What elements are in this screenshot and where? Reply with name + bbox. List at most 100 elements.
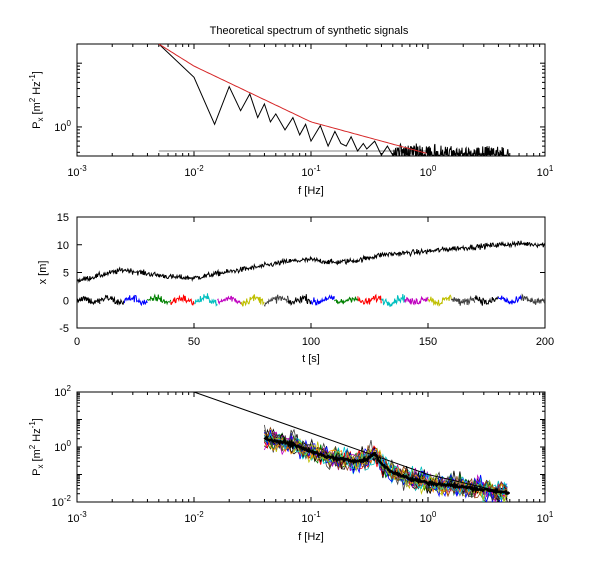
x-tick-label: 50 (188, 336, 200, 348)
y-tick-label-exp: -2 (64, 494, 72, 503)
y-tick-label: -5 (59, 323, 69, 335)
y-axis-label-part: -1 (28, 421, 37, 429)
y-axis-label-part: ] (31, 71, 43, 74)
segment-line (77, 295, 101, 306)
y-axis-label-part: -1 (28, 74, 37, 82)
y-tick-label: 0 (63, 295, 69, 307)
y-tick-label-base: 10 (54, 387, 66, 399)
x-axis-label: f [Hz] (298, 531, 324, 543)
y-tick-label-exp: 0 (67, 119, 72, 128)
segment-line (123, 294, 148, 307)
y-tick-label-exp: 2 (67, 384, 72, 393)
y-axis-label-part: P (31, 469, 43, 476)
x-tick-label-exp: -2 (197, 164, 205, 173)
segment-line (450, 295, 476, 306)
segment-line (263, 294, 289, 307)
x-tick-label-exp: 0 (432, 510, 437, 519)
x-tick-label: 101 (537, 164, 554, 179)
x-tick-label-exp: -1 (314, 510, 322, 519)
y-tick-label: 100 (54, 439, 71, 454)
signal-line (77, 240, 545, 284)
segment-line (404, 295, 429, 306)
segment-line (357, 293, 382, 306)
figure-title: Theoretical spectrum of synthetic signal… (210, 25, 409, 37)
y-axis-label-part: 2 (28, 444, 37, 449)
plot-frame (76, 43, 546, 157)
plot-area (77, 240, 545, 308)
x-tick-label: 10-1 (301, 164, 321, 179)
y-tick-label-exp: 0 (67, 439, 72, 448)
x-tick-label: 10-3 (67, 164, 87, 179)
y-axis-label: Px [m2 Hz-1] (28, 71, 45, 129)
plot-frame (76, 216, 546, 329)
y-tick-label-base: 10 (54, 442, 66, 454)
segment-line (427, 294, 452, 307)
y-axis-label-part: x (36, 118, 45, 122)
x-tick-label-exp: -3 (80, 510, 88, 519)
plot-area (193, 392, 511, 502)
x-tick-label-base: 10 (67, 167, 79, 179)
x-tick-label: 200 (536, 336, 554, 348)
x-tick-label-exp: 1 (549, 164, 554, 173)
y-axis-label: x [m] (37, 261, 49, 285)
x-tick-label-exp: 1 (549, 510, 554, 519)
y-tick-label: 10-2 (52, 494, 72, 509)
theoretical-spectrum-line (158, 44, 427, 154)
x-tick-label-exp: 0 (432, 164, 437, 173)
y-tick-label: 5 (63, 268, 69, 280)
y-axis-label-part: Hz (31, 81, 43, 98)
x-tick-label: 100 (420, 510, 437, 525)
x-tick-label-base: 10 (537, 167, 549, 179)
x-tick-label-base: 10 (537, 513, 549, 525)
segment-line (99, 294, 125, 306)
y-tick-label: 100 (54, 119, 71, 134)
segment-line (287, 294, 312, 306)
segment-line (497, 294, 523, 305)
y-axis-label-part: Hz (31, 428, 43, 445)
y-axis-label-part: 2 (28, 97, 37, 102)
x-tick-label: 150 (419, 336, 437, 348)
y-axis-label-part: ] (31, 418, 43, 421)
y-tick-label: 15 (57, 212, 69, 224)
average-spectrum-line (263, 434, 511, 495)
x-axis-label: t [s] (302, 353, 320, 365)
segment-line (521, 293, 545, 305)
periodogram-line (158, 44, 510, 156)
x-tick-label: 10-2 (184, 164, 204, 179)
x-tick-label: 0 (74, 336, 80, 348)
x-tick-label-base: 10 (301, 513, 313, 525)
segment-line (193, 293, 218, 307)
segment-line (474, 295, 499, 306)
y-axis-label-part: P (31, 122, 43, 129)
theoretical-spectrum-line (193, 392, 510, 495)
y-tick-label-base: 10 (52, 497, 64, 509)
x-tick-label: 101 (537, 510, 554, 525)
x-tick-label-base: 10 (67, 513, 79, 525)
y-axis-label-part: [m (31, 102, 43, 117)
x-tick-label-exp: -1 (314, 164, 322, 173)
segment-line (333, 296, 359, 305)
x-tick-label: 100 (420, 164, 437, 179)
y-axis-label-part: x (36, 465, 45, 469)
y-tick-label-base: 10 (54, 122, 66, 134)
segment-line (217, 295, 242, 306)
y-tick-label: 10 (57, 240, 69, 252)
plot-area (158, 44, 510, 156)
segment-line (170, 293, 195, 306)
x-tick-label-base: 10 (420, 167, 432, 179)
segment-line (240, 294, 265, 307)
x-tick-label-base: 10 (184, 513, 196, 525)
x-axis-label: f [Hz] (298, 185, 324, 197)
x-tick-label-base: 10 (184, 167, 196, 179)
x-tick-label: 10-1 (301, 510, 321, 525)
x-tick-label: 10-2 (184, 510, 204, 525)
segment-line (146, 293, 172, 306)
x-tick-label-base: 10 (420, 513, 432, 525)
x-tick-label: 10-3 (67, 510, 87, 525)
x-tick-label: 100 (302, 336, 320, 348)
x-tick-label-base: 10 (301, 167, 313, 179)
segment-line (310, 294, 335, 306)
segment-line (381, 294, 406, 308)
